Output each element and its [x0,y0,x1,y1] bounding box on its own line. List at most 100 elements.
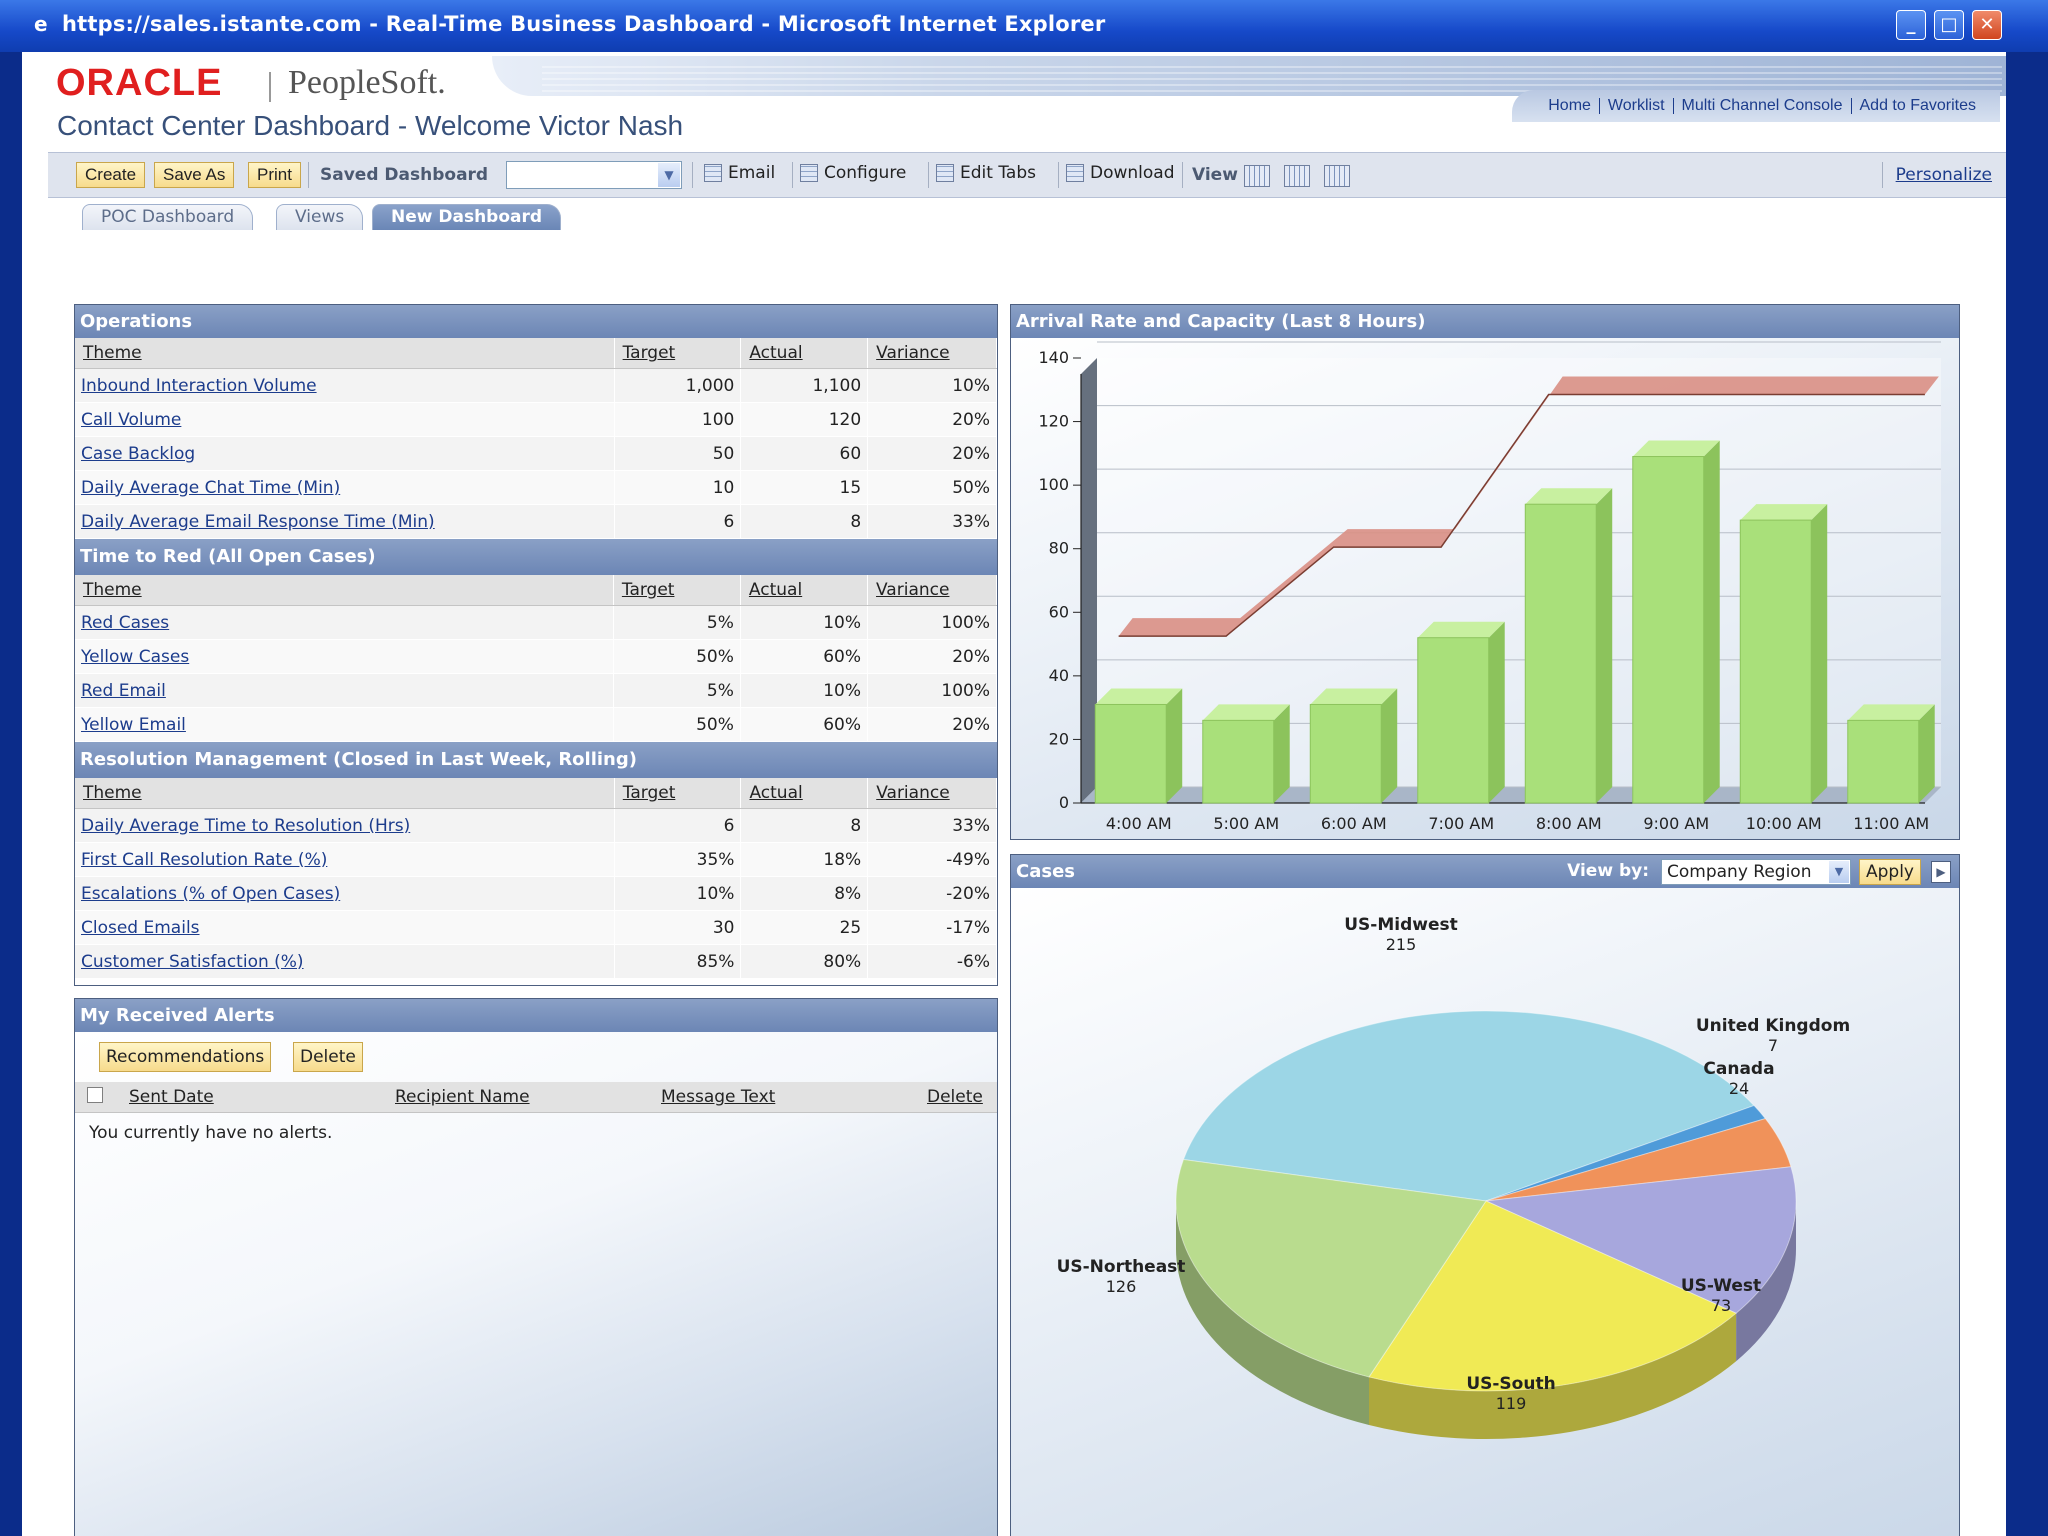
recommendations-button[interactable]: Recommendations [99,1042,272,1072]
worklist-link[interactable]: Worklist [1600,98,1674,114]
theme-link[interactable]: Yellow Email [81,714,186,735]
view-layout-2-icon[interactable] [1284,165,1310,187]
download-button[interactable]: Download [1066,163,1175,183]
col-delete[interactable]: Delete [927,1087,983,1107]
value-cell: 10% [867,368,997,403]
bar-top [1847,704,1935,721]
tab-new-dashboard[interactable]: New Dashboard [372,204,562,230]
home-link[interactable]: Home [1540,98,1600,114]
theme-cell: Red Cases [75,605,614,640]
table-row: Inbound Interaction Volume 1,000 1,100 10% [75,368,997,403]
value-cell: 50% [613,707,741,742]
theme-cell: Daily Average Time to Resolution (Hrs) [75,808,615,843]
column-header[interactable]: Actual [740,575,869,606]
operations-table: Theme Target Actual Variance Daily Average T… [75,778,997,979]
dashboard-content: Operations Theme Target Actual Variance Inbo… [48,230,2006,1536]
theme-link[interactable]: Inbound Interaction Volume [81,375,317,396]
column-header-label: Theme [83,783,142,803]
bar-top [1740,504,1828,521]
edit-tabs-button[interactable]: Edit Tabs [936,163,1036,183]
col-sent-date[interactable]: Sent Date [129,1087,214,1107]
pie-slice [1485,1118,1792,1202]
theme-link[interactable]: Case Backlog [81,443,196,464]
select-all-checkbox[interactable] [87,1087,103,1103]
column-header[interactable]: Target [614,338,742,369]
top-links: Home Worklist Multi Channel Console Add … [1512,90,2000,122]
theme-link[interactable]: Call Volume [81,409,182,430]
column-header[interactable]: Theme [75,575,614,606]
theme-link[interactable]: Yellow Cases [81,646,190,667]
column-header-label: Theme [83,580,142,600]
print-button[interactable]: Print [248,162,301,188]
personalize-link[interactable]: Personalize [1895,165,1992,185]
value-cell: 20% [867,639,997,674]
theme-link[interactable]: Daily Average Email Response Time (Min) [81,511,435,532]
tab-views[interactable]: Views [276,204,364,230]
column-header[interactable]: Variance [867,575,997,606]
value-cell: 10% [740,605,869,640]
theme-link[interactable]: First Call Resolution Rate (%) [81,849,328,870]
x-tick-label: 10:00 AM [1746,814,1822,833]
chart-back-wall [1097,358,1941,787]
tab-poc-dashboard[interactable]: POC Dashboard [82,204,254,230]
value-cell: 35% [614,842,742,877]
configure-label: Configure [824,163,907,183]
value-cell: 1,100 [740,368,869,403]
value-cell: -17% [867,910,997,945]
minimize-button[interactable]: _ [1896,10,1926,40]
column-header[interactable]: Target [614,778,742,809]
column-header-label: Variance [876,580,950,600]
maximize-button[interactable]: □ [1934,10,1964,40]
value-cell: 60% [740,639,869,674]
multi-channel-console-link[interactable]: Multi Channel Console [1674,98,1852,114]
section-title: Resolution Management (Closed in Last We… [75,742,997,778]
column-header[interactable]: Variance [867,778,997,809]
column-header-label: Target [622,343,676,363]
create-button[interactable]: Create [76,162,146,188]
table-row: Escalations (% of Open Cases) 10% 8% -20% [75,876,997,911]
view-layout-1-icon[interactable] [1244,165,1270,187]
view-layout-3-icon[interactable] [1324,165,1350,187]
theme-link[interactable]: Red Cases [81,612,170,633]
chart-side-wall [1081,358,1097,803]
saved-dashboard-select[interactable]: ▼ [506,161,682,189]
operations-sections: Theme Target Actual Variance Inbound Interac… [75,338,997,979]
close-button[interactable]: ✕ [1972,10,2002,40]
no-alerts-message: You currently have no alerts. [89,1123,333,1143]
pie-slice-label: US-Northeast [1057,1257,1186,1277]
arrival-rate-title: Arrival Rate and Capacity (Last 8 Hours) [1011,305,1959,338]
logo-divider [269,72,271,102]
bar-top [1202,704,1290,721]
delete-alerts-button[interactable]: Delete [293,1042,363,1072]
apply-button[interactable]: Apply [1859,859,1921,885]
column-header[interactable]: Target [613,575,741,606]
theme-link[interactable]: Daily Average Time to Resolution (Hrs) [81,815,411,836]
theme-link[interactable]: Daily Average Chat Time (Min) [81,477,341,498]
arrival-rate-chart: 0 20 40 60 80 100 120 140 4:00 AM 5:00 AM 6:00 AM 7… [1038,341,1941,833]
col-recipient-name[interactable]: Recipient Name [395,1087,530,1107]
column-header[interactable]: Theme [75,338,615,369]
toolbar-divider [1058,162,1059,188]
email-button[interactable]: Email [704,163,775,183]
theme-link[interactable]: Closed Emails [81,917,200,938]
dashboard-tabs: POC Dashboard Views New Dashboard [48,200,2006,233]
theme-link[interactable]: Customer Satisfaction (%) [81,951,304,972]
view-by-select[interactable]: Company Region ▼ [1661,859,1851,885]
x-tick-label: 7:00 AM [1428,814,1494,833]
column-header[interactable]: Variance [867,338,997,369]
value-cell: -6% [867,944,997,979]
expand-arrow-icon[interactable]: ▶ [1931,861,1951,883]
save-as-button[interactable]: Save As [154,162,235,188]
configure-button[interactable]: Configure [800,163,906,183]
x-tick-label: 11:00 AM [1853,814,1929,833]
theme-cell: Customer Satisfaction (%) [75,944,615,979]
theme-link[interactable]: Red Email [81,680,166,701]
pie-slice [1175,1159,1487,1378]
column-header[interactable]: Actual [740,778,869,809]
theme-link[interactable]: Escalations (% of Open Cases) [81,883,341,904]
y-tick-label: 100 [1038,475,1069,494]
col-message-text[interactable]: Message Text [661,1087,776,1107]
add-to-favorites-link[interactable]: Add to Favorites [1859,97,1977,114]
column-header[interactable]: Actual [740,338,869,369]
column-header[interactable]: Theme [75,778,615,809]
